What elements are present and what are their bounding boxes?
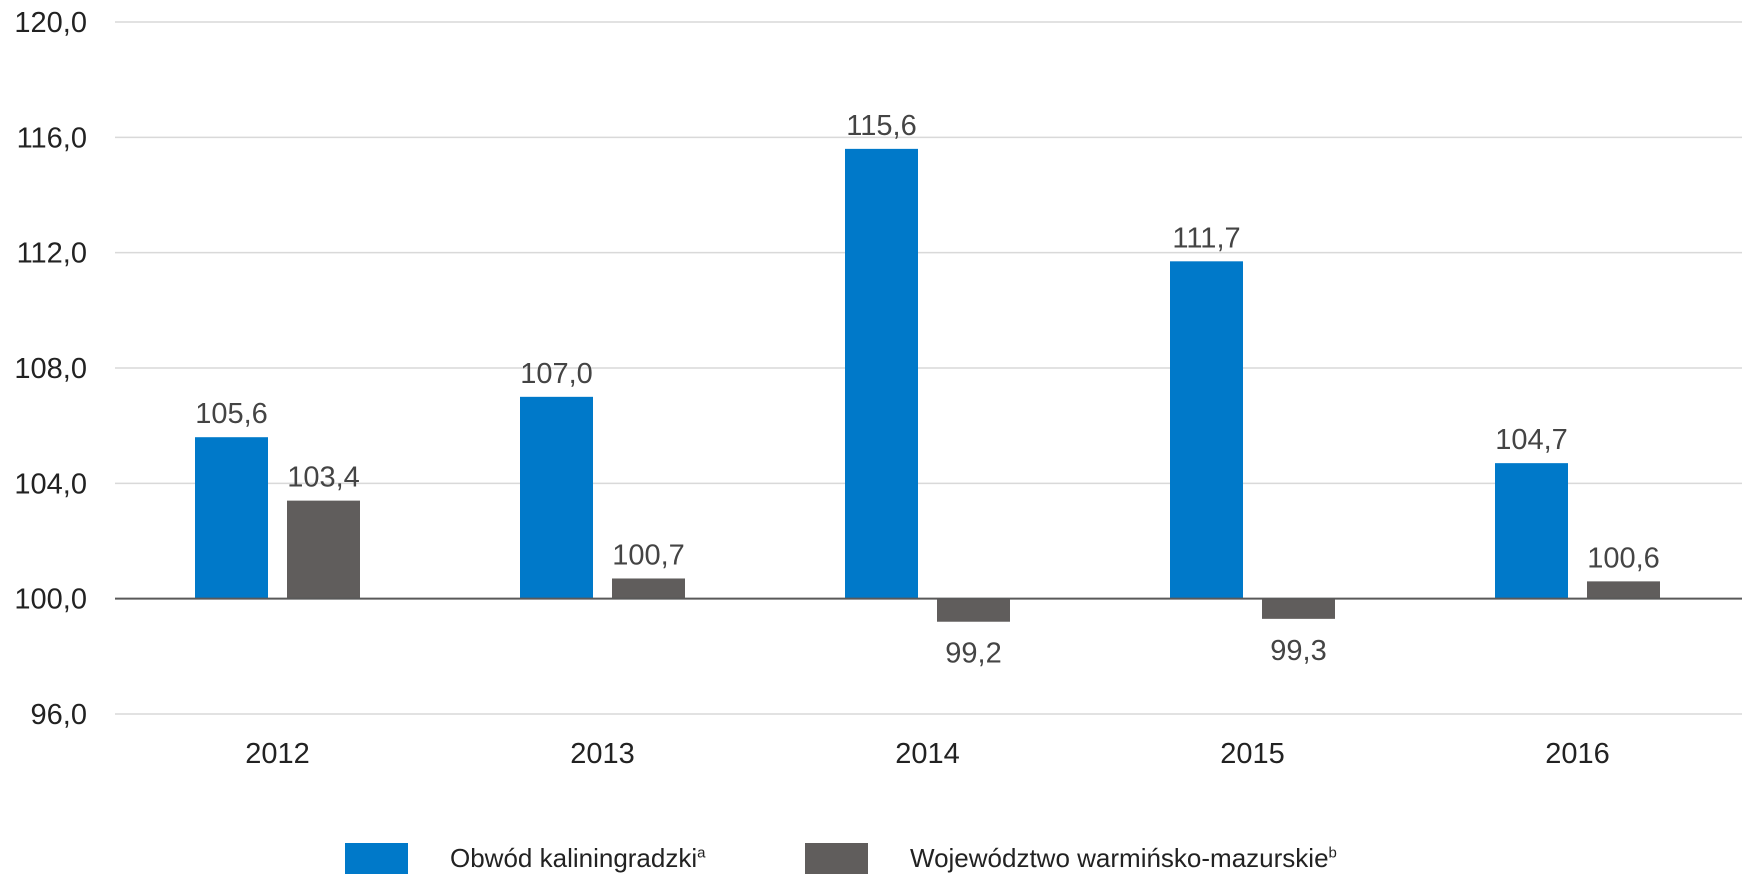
legend-item-series-1: Obwód kaliningradzkia xyxy=(345,838,705,878)
legend-label-series-1: Obwód kaliningradzkia xyxy=(450,843,705,874)
legend-item-series-2: Województwo warmińsko-mazurskieb xyxy=(805,838,1337,878)
x-category-label: 2015 xyxy=(1220,738,1285,770)
bar-series-1-2014 xyxy=(845,148,918,599)
data-labels: 105,6 103,4 107,0 100,7 115,6 99,2 111,7 99,3 10… xyxy=(195,110,1660,670)
data-label-series-2-2015: 99,3 xyxy=(1270,635,1326,667)
bar-series-2-2016 xyxy=(1587,581,1660,599)
y-tick-label: 96,0 xyxy=(31,699,87,731)
y-tick-label: 116,0 xyxy=(17,122,87,154)
bar-series-1-2013 xyxy=(520,396,593,599)
legend-swatch-series-2 xyxy=(805,842,868,874)
x-category-label: 2014 xyxy=(895,738,960,770)
legend-label-text: Województwo warmińsko-mazurskie xyxy=(910,842,1329,873)
bars xyxy=(195,148,1660,622)
data-label-series-1-2015: 111,7 xyxy=(1172,222,1240,254)
y-tick-label: 100,0 xyxy=(14,584,87,616)
legend-label-series-2: Województwo warmińsko-mazurskieb xyxy=(910,843,1337,874)
y-tick-label: 120,0 xyxy=(14,7,87,39)
bar-series-2-2012 xyxy=(287,500,360,599)
bar-series-1-2012 xyxy=(195,437,268,599)
data-label-series-1-2014: 115,6 xyxy=(846,110,916,142)
y-axis-ticks: 96,0 100,0 104,0 108,0 112,0 116,0 120,0 xyxy=(14,7,87,731)
data-label-series-2-2014: 99,2 xyxy=(945,638,1001,670)
legend-label-text: Obwód kaliningradzki xyxy=(450,842,698,873)
data-label-series-1-2013: 107,0 xyxy=(520,358,593,390)
data-label-series-2-2016: 100,6 xyxy=(1587,542,1660,574)
y-tick-label: 104,0 xyxy=(14,468,87,500)
bar-series-2-2015 xyxy=(1262,598,1335,619)
x-category-label: 2016 xyxy=(1545,738,1610,770)
data-label-series-2-2012: 103,4 xyxy=(287,462,360,494)
x-category-label: 2013 xyxy=(570,738,635,770)
x-axis-categories: 2012 2013 2014 2015 2016 xyxy=(245,738,1610,770)
y-tick-label: 112,0 xyxy=(17,238,87,270)
legend-label-sup: a xyxy=(697,843,706,861)
data-label-series-2-2013: 100,7 xyxy=(612,539,685,571)
legend: Obwód kaliningradzkia Województwo warmiń… xyxy=(0,838,1742,882)
bar-series-1-2016 xyxy=(1495,463,1568,599)
bar-series-2-2013 xyxy=(612,578,685,599)
legend-swatch-series-1 xyxy=(345,842,408,874)
bar-chart: 96,0 100,0 104,0 108,0 112,0 116,0 120,0 105,6… xyxy=(14,7,1742,770)
bar-series-1-2015 xyxy=(1170,261,1243,599)
gridlines xyxy=(115,21,1742,715)
legend-label-sup: b xyxy=(1328,843,1337,861)
data-label-series-1-2012: 105,6 xyxy=(195,398,268,430)
bar-series-2-2014 xyxy=(937,598,1010,622)
x-category-label: 2012 xyxy=(245,738,310,770)
data-label-series-1-2016: 104,7 xyxy=(1495,424,1568,456)
y-tick-label: 108,0 xyxy=(14,353,87,385)
